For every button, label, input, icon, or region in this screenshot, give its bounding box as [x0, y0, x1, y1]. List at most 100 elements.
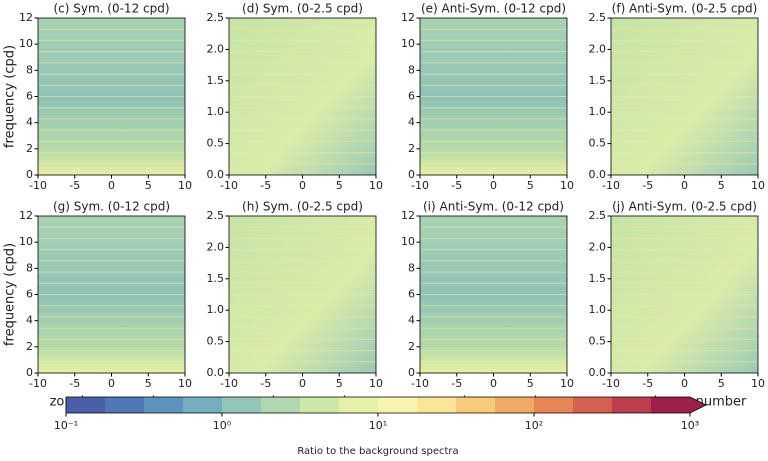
- y-tick-label: 0.0: [589, 168, 607, 181]
- colorbar-segment: [573, 397, 613, 413]
- colorbar-segment: [339, 397, 379, 413]
- y-tick-label: 4: [26, 314, 33, 327]
- colorbar-tick-label: 10⁻¹: [54, 419, 78, 432]
- colorbar-extend: [690, 397, 706, 413]
- y-tick-label: 2.0: [207, 240, 225, 253]
- colorbar-tick-label: 10¹: [369, 419, 387, 432]
- panel-title: (e) Anti-Sym. (0-12 cpd): [421, 2, 566, 16]
- x-tick-label: 10: [560, 179, 574, 192]
- colorbar-segment: [612, 397, 652, 413]
- colorbar-segment: [222, 397, 262, 413]
- x-tick-label: 5: [718, 377, 725, 390]
- colorbar-frame: [65, 396, 707, 414]
- x-tick-label: 5: [527, 179, 534, 192]
- y-tick-label: 1.5: [207, 74, 225, 87]
- x-tick-label: 10: [369, 179, 383, 192]
- x-tick-label: 0: [681, 179, 688, 192]
- x-tick-label: 5: [527, 377, 534, 390]
- x-tick-label: -10: [411, 179, 429, 192]
- y-tick-label: 8: [26, 261, 33, 274]
- y-tick-label: 0: [408, 366, 415, 379]
- x-tick-label: 10: [369, 377, 383, 390]
- x-tick-label: -10: [411, 377, 429, 390]
- y-tick-label: 0.0: [589, 366, 607, 379]
- y-tick-label: 0.5: [589, 137, 607, 150]
- y-tick-label: 0.0: [207, 366, 225, 379]
- y-tick-label: 10: [19, 235, 33, 248]
- y-tick-label: 2.0: [207, 42, 225, 55]
- colorbar-segment: [534, 397, 574, 413]
- x-tick-label: -5: [260, 377, 271, 390]
- y-tick-label: 8: [408, 63, 415, 76]
- y-tick-label: 1.5: [207, 272, 225, 285]
- y-tick-label: 8: [408, 261, 415, 274]
- y-tick-label: 1.0: [589, 303, 607, 316]
- x-tick-label: -5: [69, 377, 80, 390]
- colorbar-segment: [417, 397, 457, 413]
- y-tick-label: 0: [408, 168, 415, 181]
- y-tick-label: 8: [26, 63, 33, 76]
- y-tick-label: 10: [401, 235, 415, 248]
- colorbar-tick-label: 10³: [681, 419, 699, 432]
- x-tick-label: -5: [451, 179, 462, 192]
- panel-title: (c) Sym. (0-12 cpd): [53, 2, 169, 16]
- y-tick-label: 2.0: [589, 42, 607, 55]
- y-tick-label: 0.5: [207, 335, 225, 348]
- colorbar-segment: [651, 397, 691, 413]
- x-tick-label: 5: [145, 377, 152, 390]
- y-tick-label: 1.5: [589, 272, 607, 285]
- y-tick-label: 0.0: [207, 168, 225, 181]
- colorbar-segment: [456, 397, 496, 413]
- colorbar-label: Ratio to the background spectra: [297, 446, 458, 457]
- y-tick-label: 2: [408, 142, 415, 155]
- x-tick-label: -10: [602, 179, 620, 192]
- x-tick-label: 5: [336, 377, 343, 390]
- y-tick-label: 6: [26, 288, 33, 301]
- y-tick-label: 0.5: [589, 335, 607, 348]
- colorbar-segment: [495, 397, 535, 413]
- y-tick-label: 2.5: [207, 209, 225, 222]
- y-tick-label: 1.0: [207, 105, 225, 118]
- colorbar-segment: [183, 397, 223, 413]
- panel-title: (h) Sym. (0-2.5 cpd): [242, 200, 363, 214]
- y-tick-label: 12: [401, 11, 415, 24]
- x-tick-label: 5: [145, 179, 152, 192]
- colorbar-tick-label: 10⁰: [213, 419, 232, 432]
- y-tick-label: 10: [19, 37, 33, 50]
- y-tick-label: 2.5: [589, 209, 607, 222]
- x-tick-label: 10: [751, 179, 765, 192]
- x-tick-label: -10: [220, 179, 238, 192]
- colorbar-segment: [261, 397, 301, 413]
- x-tick-label: 5: [336, 179, 343, 192]
- x-tick-label: 10: [178, 377, 192, 390]
- y-tick-label: 2: [408, 340, 415, 353]
- y-tick-label: 12: [401, 209, 415, 222]
- y-tick-label: 10: [401, 37, 415, 50]
- colorbar-segment: [66, 397, 106, 413]
- x-tick-label: -10: [29, 179, 47, 192]
- x-tick-label: 5: [718, 179, 725, 192]
- y-tick-label: 4: [408, 116, 415, 129]
- colorbar-segment: [105, 397, 145, 413]
- y-tick-label: 2.5: [589, 11, 607, 24]
- panel-title: (d) Sym. (0-2.5 cpd): [242, 2, 363, 16]
- y-tick-label: 2: [26, 340, 33, 353]
- y-tick-label: 12: [19, 209, 33, 222]
- x-tick-label: -10: [602, 377, 620, 390]
- y-tick-label: 0: [26, 168, 33, 181]
- x-tick-label: 0: [490, 377, 497, 390]
- x-tick-label: 0: [108, 377, 115, 390]
- y-tick-label: 2: [26, 142, 33, 155]
- x-tick-label: 10: [560, 377, 574, 390]
- colorbar-tick-label: 10²: [525, 419, 543, 432]
- y-axis-label: frequency (cpd): [3, 45, 18, 148]
- panel-title: (j) Anti-Sym. (0-2.5 cpd): [612, 200, 757, 214]
- x-tick-label: -5: [642, 377, 653, 390]
- y-tick-label: 0.5: [207, 137, 225, 150]
- colorbar-segment: [144, 397, 184, 413]
- y-tick-label: 2.0: [589, 240, 607, 253]
- y-tick-label: 1.0: [207, 303, 225, 316]
- y-tick-label: 4: [26, 116, 33, 129]
- x-tick-label: -10: [220, 377, 238, 390]
- y-tick-label: 6: [26, 90, 33, 103]
